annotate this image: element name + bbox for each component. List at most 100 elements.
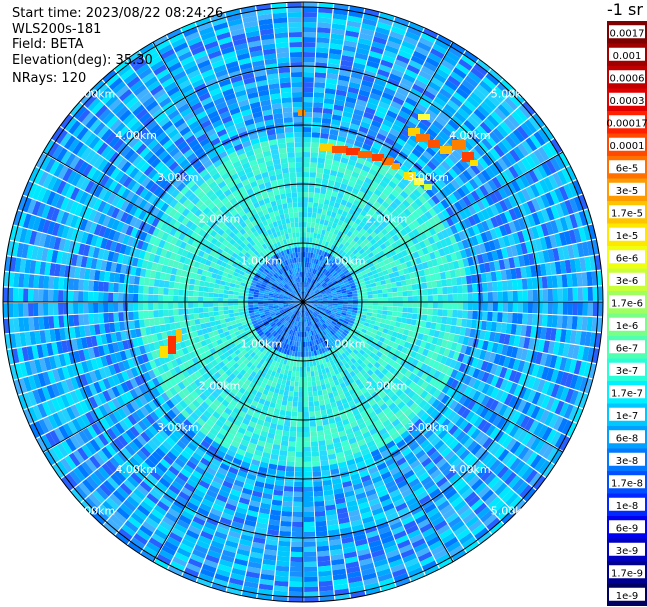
range-gate-cell	[272, 443, 281, 451]
range-gate-cell	[408, 372, 417, 381]
range-gate-cell	[363, 358, 370, 366]
range-gate-cell	[509, 457, 522, 472]
range-gate-cell	[184, 406, 194, 416]
range-gate-cell	[358, 89, 371, 98]
range-gate-cell	[135, 408, 146, 420]
range-gate-cell	[412, 264, 419, 272]
range-gate-cell	[537, 424, 549, 439]
range-gate-cell	[332, 298, 338, 301]
range-gate-cell	[490, 375, 500, 387]
range-gate-cell	[192, 549, 207, 559]
range-gate-cell	[396, 316, 402, 323]
range-gate-cell	[363, 390, 371, 399]
range-gate-cell	[306, 282, 310, 288]
range-gate-cell	[341, 245, 347, 252]
range-gate-cell	[210, 507, 223, 517]
range-gate-cell	[321, 229, 326, 236]
range-gate-cell	[260, 393, 268, 401]
range-gate-cell	[424, 342, 432, 350]
range-gate-cell	[373, 436, 383, 445]
range-gate-cell	[368, 185, 377, 193]
range-gate-cell	[552, 302, 558, 315]
range-gate-cell	[385, 371, 393, 379]
range-gate-cell	[462, 310, 468, 319]
range-gate-cell	[350, 118, 361, 126]
range-gate-cell	[303, 411, 310, 417]
range-gate-cell	[206, 431, 216, 441]
range-gate-cell	[133, 423, 144, 435]
range-gate-cell	[269, 335, 275, 341]
range-gate-cell	[296, 361, 300, 367]
range-gate-cell	[319, 450, 328, 457]
range-gate-cell	[225, 369, 233, 377]
range-gate-cell	[365, 488, 377, 497]
range-gate-cell	[234, 383, 242, 391]
range-gate-cell	[470, 428, 481, 440]
range-gate-cell	[356, 47, 370, 56]
range-gate-cell	[343, 320, 349, 325]
range-gate-cell	[473, 462, 486, 475]
range-gate-cell	[349, 442, 359, 450]
range-gate-cell	[330, 342, 336, 349]
range-gate-cell	[252, 541, 265, 549]
range-gate-cell	[444, 123, 457, 135]
range-gate-cell	[169, 396, 179, 406]
range-gate-cell	[239, 538, 253, 547]
range-gate-cell	[448, 516, 462, 528]
range-gate-cell	[411, 284, 418, 291]
range-gate-cell	[341, 178, 350, 186]
range-gate-cell	[381, 368, 389, 376]
range-gate-cell	[492, 302, 498, 312]
range-gate-cell	[314, 505, 325, 512]
range-gate-cell	[435, 68, 450, 80]
range-gate-cell	[429, 251, 436, 260]
range-gate-cell	[231, 323, 238, 329]
range-gate-cell	[337, 425, 345, 433]
range-gate-cell	[507, 114, 520, 129]
range-gate-cell	[403, 408, 413, 417]
range-gate-cell	[542, 302, 548, 314]
range-gate-cell	[458, 362, 467, 373]
range-gate-cell	[294, 381, 299, 387]
range-gate-cell	[380, 123, 391, 133]
range-gate-cell	[341, 290, 347, 294]
range-gate-cell	[300, 311, 302, 317]
range-gate-cell	[349, 370, 356, 378]
range-gate-cell	[331, 28, 345, 36]
range-gate-cell	[344, 272, 351, 277]
range-gate-cell	[171, 461, 183, 472]
range-gate-cell	[572, 179, 583, 196]
range-gate-cell	[249, 551, 264, 559]
range-gate-cell	[227, 582, 243, 591]
range-gate-cell	[339, 522, 351, 530]
range-gate-cell	[456, 127, 469, 139]
range-gate-cell	[255, 316, 261, 320]
range-gate-cell	[474, 446, 486, 459]
range-gate-cell	[455, 445, 467, 457]
range-gate-cell	[190, 364, 199, 373]
range-gate-cell	[309, 177, 316, 183]
range-gate-cell	[309, 325, 313, 331]
range-gate-cell	[334, 339, 340, 345]
range-gate-cell	[337, 512, 349, 520]
range-gate-cell	[373, 480, 385, 489]
range-gate-cell	[69, 390, 80, 404]
range-gate-cell	[322, 298, 328, 300]
range-gate-cell	[115, 531, 130, 545]
range-gate-cell	[223, 351, 231, 358]
range-gate-cell	[329, 238, 335, 244]
range-gate-cell	[317, 306, 323, 310]
range-gate-cell	[398, 82, 412, 93]
range-gate-cell	[143, 392, 153, 403]
range-gate-cell	[297, 316, 300, 322]
range-gate-cell	[561, 168, 573, 183]
range-gate-cell	[310, 330, 314, 336]
range-gate-cell	[156, 462, 168, 473]
range-gate-cell	[208, 485, 220, 494]
range-gate-cell	[350, 314, 357, 319]
range-gate-cell	[253, 395, 261, 403]
range-gate-cell	[404, 557, 419, 568]
range-gate-cell	[554, 433, 566, 449]
range-gate-cell	[317, 284, 322, 289]
range-gate-cell	[442, 294, 448, 302]
